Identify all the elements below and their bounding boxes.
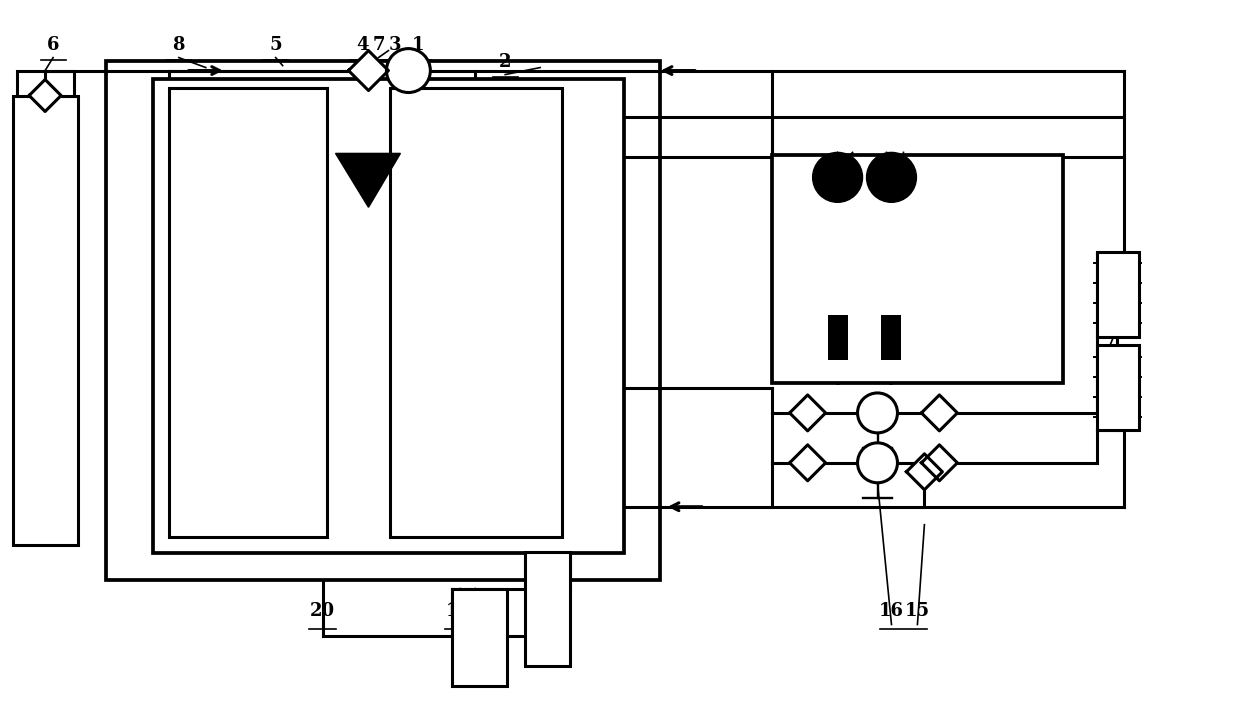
Bar	[105, 61, 660, 579]
Bar	[1097, 252, 1140, 337]
Bar	[827, 315, 848, 360]
Bar	[153, 78, 624, 552]
Bar	[526, 552, 570, 666]
Bar	[169, 88, 326, 536]
Text: 14: 14	[1105, 305, 1130, 323]
Text: 17: 17	[539, 602, 564, 619]
Bar	[882, 315, 901, 360]
Bar	[453, 589, 507, 687]
Circle shape	[387, 49, 430, 93]
Polygon shape	[336, 154, 401, 207]
Circle shape	[812, 152, 863, 202]
Text: 19: 19	[446, 602, 471, 619]
Text: 6: 6	[47, 36, 60, 54]
Polygon shape	[29, 80, 61, 112]
Text: 8: 8	[172, 36, 185, 54]
Polygon shape	[921, 445, 957, 481]
Bar	[1097, 345, 1140, 430]
Text: 9: 9	[799, 155, 811, 173]
Text: 7: 7	[372, 36, 384, 54]
Bar	[119, 67, 646, 567]
Circle shape	[858, 393, 898, 433]
Text: 2: 2	[498, 52, 511, 70]
Bar	[771, 155, 1063, 383]
Polygon shape	[790, 445, 826, 481]
Text: 16: 16	[879, 602, 904, 619]
Polygon shape	[921, 395, 957, 431]
Text: 1: 1	[412, 36, 424, 54]
Text: 5: 5	[269, 36, 281, 54]
Text: 20: 20	[310, 602, 335, 619]
Circle shape	[867, 152, 916, 202]
Polygon shape	[790, 395, 826, 431]
Circle shape	[858, 443, 898, 483]
Text: 13: 13	[1105, 282, 1130, 300]
Text: 15: 15	[905, 602, 930, 619]
Bar	[14, 96, 78, 544]
Polygon shape	[348, 51, 388, 91]
Bar	[391, 88, 562, 536]
Text: 11: 11	[869, 155, 894, 173]
Text: 18: 18	[470, 602, 495, 619]
Polygon shape	[906, 454, 942, 490]
Text: 4: 4	[356, 36, 368, 54]
Text: 3: 3	[389, 36, 402, 54]
Bar	[17, 70, 74, 96]
Text: 10: 10	[815, 155, 841, 173]
Text: 12: 12	[892, 155, 916, 173]
